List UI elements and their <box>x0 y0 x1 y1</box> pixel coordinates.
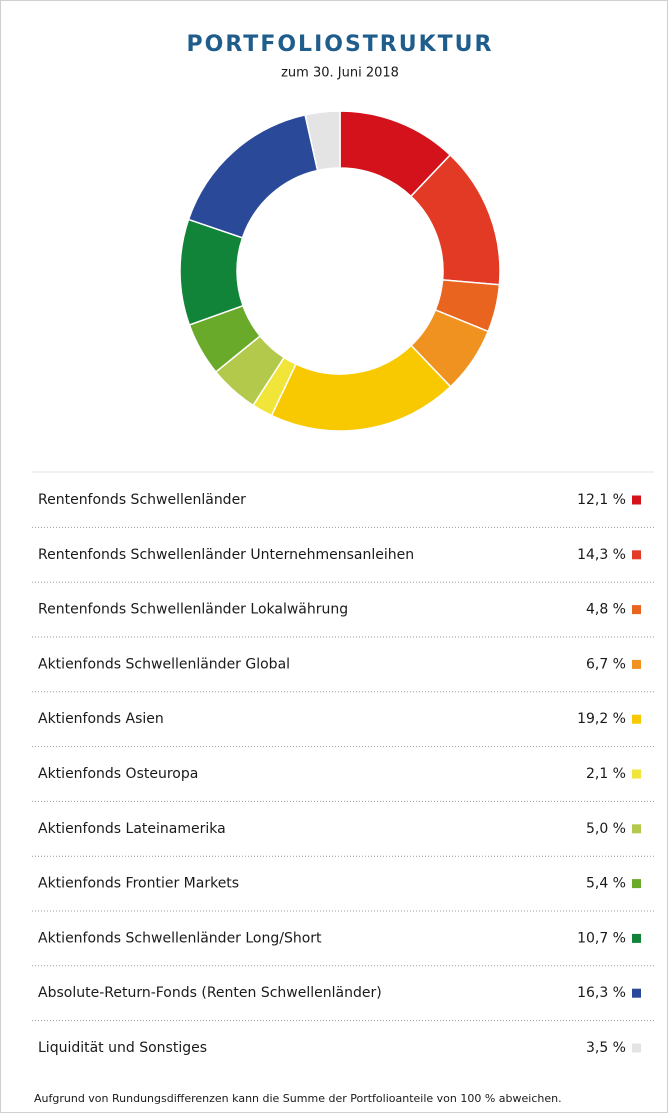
legend-swatch <box>632 988 641 998</box>
value-label: 4,8 % <box>586 602 626 618</box>
legend-swatch <box>632 550 641 560</box>
legend-label: Absolute-Return-Fonds (Renten Schwellenl… <box>38 985 382 1001</box>
legend-label: Rentenfonds Schwellenländer <box>38 492 246 508</box>
value-label: 10,7 % <box>577 930 626 946</box>
legend-label: Aktienfonds Asien <box>38 711 164 727</box>
legend-label: Aktienfonds Lateinamerika <box>38 821 226 837</box>
legend-swatch <box>632 605 641 615</box>
legend-swatch <box>632 659 641 669</box>
legend-label: Aktienfonds Schwellenländer Long/Short <box>38 930 322 946</box>
value-label: 12,1 % <box>577 492 626 508</box>
legend-swatch <box>632 1043 641 1053</box>
value-label: 19,2 % <box>577 711 626 727</box>
footnote: Aufgrund von Rundungsdifferenzen kann di… <box>34 1092 562 1105</box>
value-label: 5,4 % <box>586 876 626 892</box>
legend-swatch <box>632 879 641 889</box>
legend-label: Rentenfonds Schwellenländer Unternehmens… <box>38 547 414 563</box>
legend-swatch <box>632 824 641 834</box>
legend-label: Rentenfonds Schwellenländer Lokalwährung <box>38 602 348 618</box>
chart-title: PORTFOLIOSTRUKTUR <box>187 32 494 57</box>
legend-swatch <box>632 495 641 505</box>
legend-swatch <box>632 933 641 943</box>
legend-label: Liquidität und Sonstiges <box>38 1040 207 1056</box>
value-label: 16,3 % <box>577 985 626 1001</box>
donut-segment <box>270 344 452 432</box>
value-label: 5,0 % <box>586 821 626 837</box>
legend-swatch <box>632 769 641 779</box>
legend-swatch <box>632 714 641 724</box>
value-label: 2,1 % <box>586 766 626 782</box>
value-label: 6,7 % <box>586 656 626 672</box>
legend-label: Aktienfonds Frontier Markets <box>38 876 239 892</box>
legend-label: Aktienfonds Schwellenländer Global <box>38 656 290 672</box>
donut-segment <box>187 113 319 239</box>
donut-segment <box>304 110 341 172</box>
value-label: 14,3 % <box>577 547 626 563</box>
value-label: 3,5 % <box>586 1040 626 1056</box>
chart-subtitle: zum 30. Juni 2018 <box>281 66 399 81</box>
legend-label: Aktienfonds Osteuropa <box>38 766 198 782</box>
